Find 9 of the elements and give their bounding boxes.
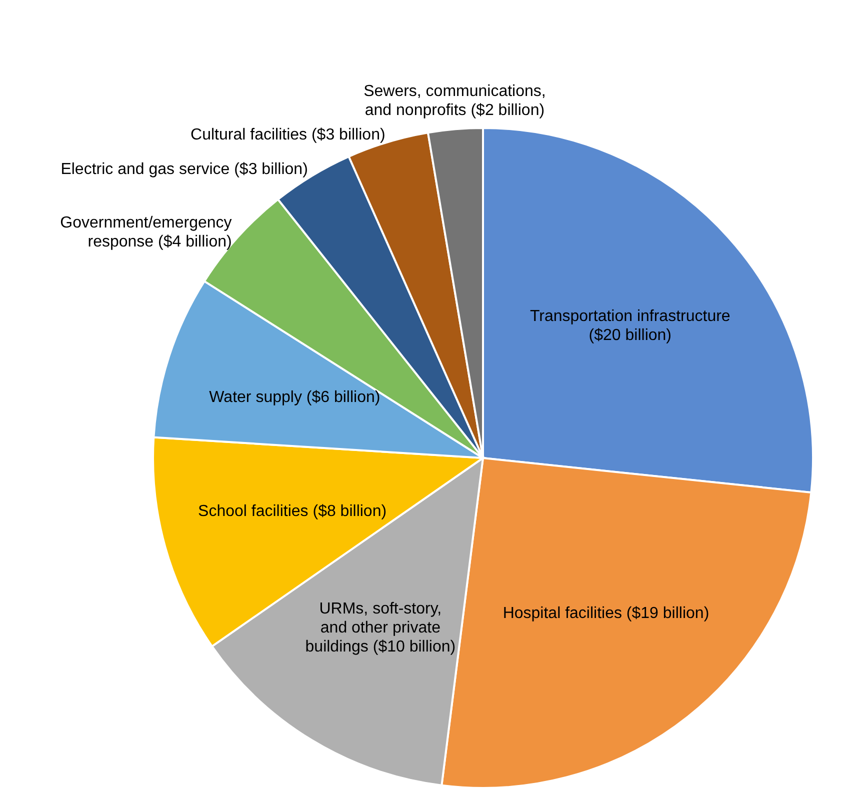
slice-label: Government/emergency response ($4 billion) xyxy=(60,214,232,250)
slice-label: Electric and gas service ($3 billion) xyxy=(60,160,308,178)
slice-label: Water supply ($6 billion) xyxy=(209,388,380,406)
slice-label: School facilities ($8 billion) xyxy=(198,503,387,520)
slice-label: Sewers, communications, and nonprofits ($2 billion) xyxy=(364,83,546,120)
slice-label: Cultural facilities ($3 billion) xyxy=(190,126,386,144)
slice-label: Hospital facilities ($19 billion) xyxy=(502,605,710,622)
slice-label: URMs, soft-story, and other private buildings ($10 billion) xyxy=(305,600,456,656)
slice-label: Transportation infrastructure ($20 billion) xyxy=(530,308,730,344)
